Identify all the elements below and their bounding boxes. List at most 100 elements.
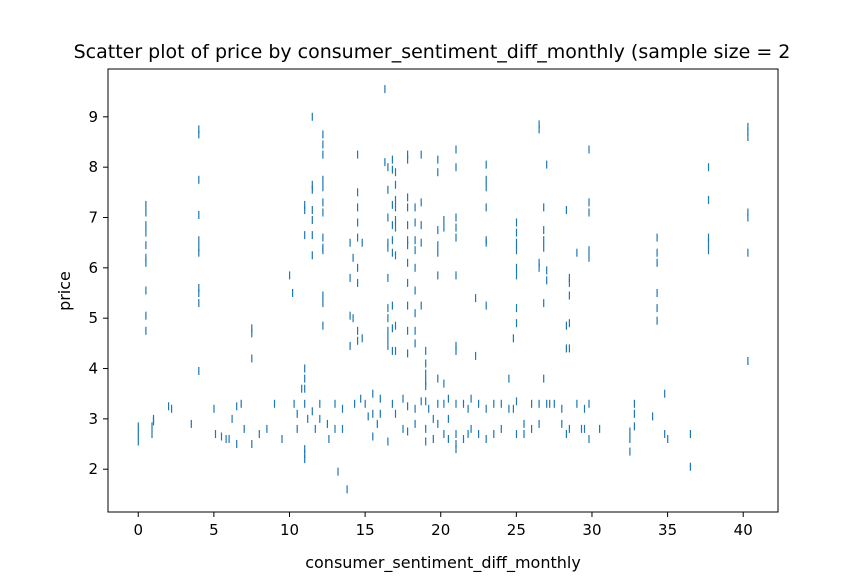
data-point: [394, 216, 397, 224]
data-point: [292, 289, 294, 297]
data-point: [152, 414, 155, 423]
data-point: [485, 160, 487, 169]
data-point: [523, 419, 525, 428]
data-point: [379, 409, 381, 418]
data-point: [437, 419, 439, 428]
data-point: [538, 419, 540, 428]
data-point: [467, 430, 469, 438]
data-point: [407, 241, 409, 250]
data-point: [407, 427, 409, 436]
data-point: [145, 253, 147, 262]
data-point: [576, 248, 578, 257]
x-tick-label: 0: [133, 521, 143, 539]
data-point: [549, 399, 551, 408]
data-point: [151, 422, 153, 431]
data-point: [394, 346, 397, 355]
data-point: [289, 271, 291, 280]
data-point: [455, 213, 457, 222]
data-point: [251, 329, 253, 338]
data-point: [322, 183, 324, 192]
x-tick-label: 5: [209, 521, 219, 539]
data-point: [443, 399, 445, 408]
data-point: [515, 319, 518, 328]
data-point: [538, 263, 540, 272]
data-point: [322, 175, 324, 184]
data-point: [394, 168, 397, 177]
data-point: [334, 424, 336, 433]
data-point: [500, 424, 502, 433]
data-point: [656, 248, 658, 257]
data-point: [707, 163, 710, 172]
data-point: [322, 198, 324, 207]
data-point: [314, 424, 316, 433]
data-point: [437, 241, 439, 250]
data-point: [319, 399, 321, 408]
data-point: [304, 231, 306, 240]
data-point: [512, 334, 514, 343]
data-point: [407, 193, 409, 202]
data-point: [543, 243, 545, 252]
data-point: [455, 145, 457, 154]
data-point: [225, 435, 227, 443]
data-point: [357, 188, 359, 197]
data-point: [407, 278, 409, 287]
data-point: [420, 150, 422, 159]
data-point: [394, 409, 397, 418]
data-point: [485, 404, 487, 413]
data-point: [213, 404, 215, 413]
data-point: [407, 326, 409, 335]
data-point: [145, 228, 147, 237]
data-point: [420, 301, 422, 310]
data-point: [467, 404, 469, 413]
x-tick-label: 15: [356, 521, 375, 539]
data-point: [281, 435, 283, 443]
data-point: [462, 399, 465, 408]
data-point: [599, 424, 601, 433]
data-point: [543, 236, 545, 245]
data-point: [402, 424, 404, 433]
data-point: [391, 248, 393, 257]
data-point: [341, 424, 344, 433]
data-point: [322, 233, 324, 242]
data-point: [236, 440, 238, 448]
data-point: [470, 424, 472, 433]
data-point: [145, 286, 147, 295]
data-point: [565, 430, 567, 438]
data-point: [443, 379, 445, 388]
data-point: [357, 218, 359, 227]
data-point: [515, 228, 518, 237]
data-point: [633, 422, 635, 431]
data-point: [391, 346, 393, 355]
data-point: [443, 216, 445, 224]
data-point: [364, 399, 366, 408]
data-point: [664, 430, 666, 438]
data-point: [391, 236, 393, 245]
data-point: [391, 200, 393, 209]
data-point: [319, 414, 321, 423]
data-point: [508, 374, 510, 383]
data-point: [443, 223, 445, 232]
x-tick-label: 20: [431, 521, 450, 539]
data-point: [322, 208, 324, 217]
data-point: [561, 404, 563, 413]
x-tick-label: 10: [280, 521, 299, 539]
data-point: [470, 394, 472, 403]
data-point: [656, 289, 658, 297]
data-point: [568, 273, 570, 282]
data-point: [425, 359, 427, 368]
data-point: [198, 211, 200, 219]
data-point: [137, 422, 139, 431]
data-point: [425, 397, 427, 406]
y-tick-label: 3: [88, 410, 98, 428]
data-point: [304, 206, 306, 214]
data-point: [251, 324, 253, 333]
data-point: [311, 206, 313, 214]
data-point: [391, 165, 393, 174]
data-point: [273, 399, 276, 408]
data-point: [414, 236, 416, 245]
data-point: [664, 389, 666, 398]
data-point: [546, 160, 548, 169]
data-point: [198, 130, 200, 139]
data-point: [747, 127, 749, 136]
